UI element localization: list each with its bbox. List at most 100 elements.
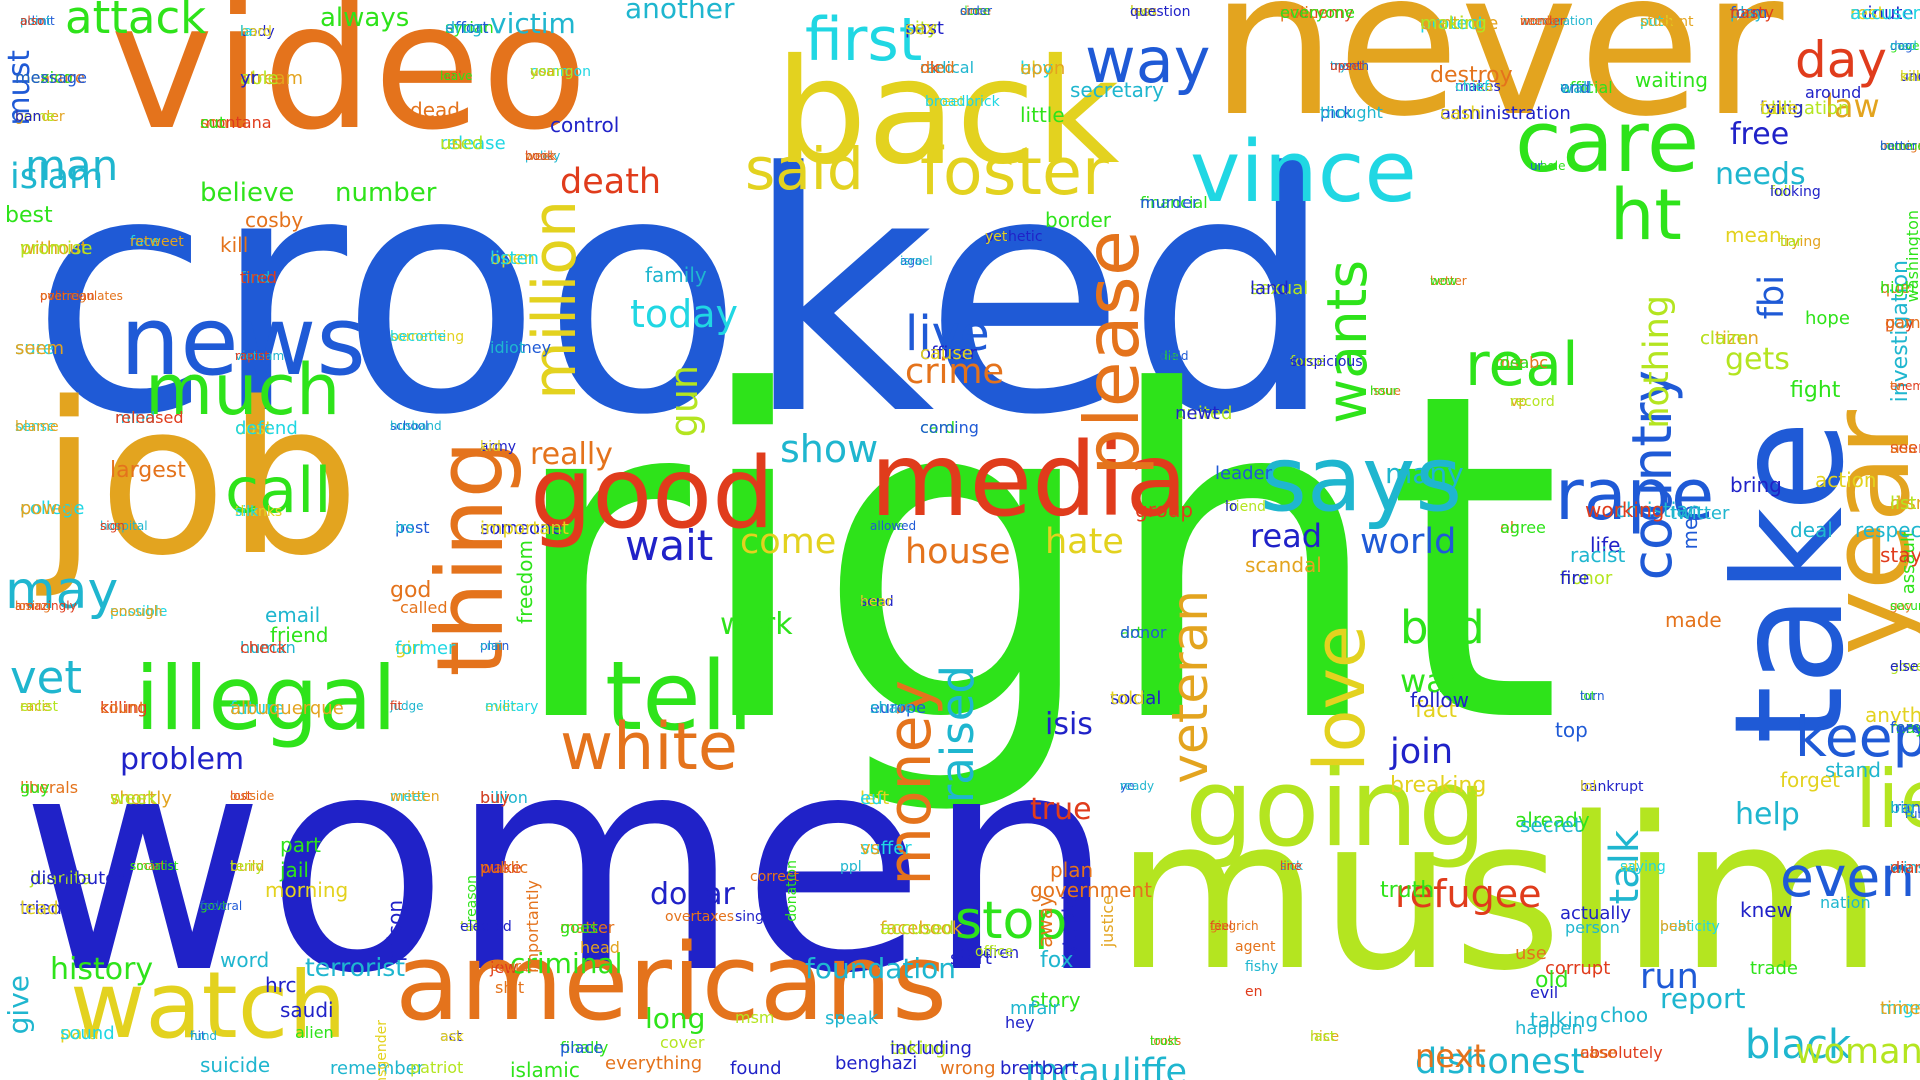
cloud-word: name xyxy=(870,519,905,533)
cloud-word: romney xyxy=(490,338,552,357)
cloud-word: nation xyxy=(1820,893,1871,912)
cloud-word: guy xyxy=(20,778,50,797)
cloud-word: secretary xyxy=(1070,78,1164,102)
cloud-word: count xyxy=(100,698,146,717)
cloud-word: released xyxy=(115,408,184,427)
cloud-word: federal xyxy=(200,899,243,913)
cloud-word: matter xyxy=(560,918,615,937)
cloud-word: hospital xyxy=(100,519,148,533)
cloud-word: news xyxy=(120,287,366,397)
cloud-word: sick xyxy=(1280,859,1304,873)
cloud-word: city xyxy=(905,18,938,39)
cloud-word: islam xyxy=(10,157,104,197)
cloud-word: month xyxy=(1330,59,1369,73)
cloud-word: give xyxy=(2,975,35,1035)
cloud-word: government xyxy=(1030,878,1152,902)
cloud-word: important xyxy=(480,518,569,539)
cloud-word: long xyxy=(645,1002,706,1035)
cloud-word: student xyxy=(1640,14,1694,30)
cloud-word: agent xyxy=(1235,939,1276,955)
cloud-word: body xyxy=(240,24,275,40)
cloud-word: rape xyxy=(1555,454,1715,536)
cloud-word: amazingly xyxy=(15,599,77,613)
cloud-word: form xyxy=(1730,3,1768,22)
cloud-word: war xyxy=(1400,662,1459,700)
cloud-word: else xyxy=(1890,659,1919,675)
cloud-word: fire xyxy=(1560,568,1590,589)
cloud-word: enemy xyxy=(1890,379,1920,393)
cloud-word: feel xyxy=(1210,919,1233,933)
cloud-word: radical xyxy=(920,58,975,77)
cloud-word: past xyxy=(905,18,944,39)
cloud-word: crime xyxy=(905,352,1004,392)
cloud-word: nothing xyxy=(1637,295,1677,429)
cloud-word: man xyxy=(25,141,119,190)
cloud-word: speak xyxy=(825,1008,879,1029)
cloud-word: suicide xyxy=(200,1053,271,1077)
cloud-word: build xyxy=(230,859,265,875)
cloud-word: work xyxy=(720,607,793,642)
cloud-word: irs xyxy=(395,518,415,537)
cloud-word: correct xyxy=(750,869,800,885)
cloud-word: human xyxy=(240,638,296,657)
cloud-word: immigration xyxy=(1520,14,1593,28)
cloud-word: vet xyxy=(10,651,82,704)
cloud-word: leader xyxy=(1215,463,1273,484)
cloud-word: cause xyxy=(920,343,973,364)
cloud-word: minute xyxy=(1850,3,1914,24)
cloud-word: please xyxy=(1068,230,1156,476)
cloud-word: show xyxy=(780,427,879,471)
cloud-word: report xyxy=(1660,982,1746,1015)
cloud-word: citizen xyxy=(1700,328,1759,349)
cloud-word: seen xyxy=(1890,438,1920,457)
cloud-word: ever xyxy=(485,699,517,715)
cloud-word: ht xyxy=(1610,174,1682,256)
cloud-word: ban xyxy=(15,109,42,125)
cloud-word: security xyxy=(1890,599,1920,613)
cloud-word: black xyxy=(1745,1022,1852,1068)
cloud-word: running xyxy=(1905,807,1920,821)
cloud-word: smart xyxy=(130,859,165,873)
cloud-word: killed xyxy=(1900,69,1920,85)
cloud-word: upon xyxy=(1020,58,1066,79)
cloud-word: listen xyxy=(490,248,539,269)
cloud-word: veteran xyxy=(1161,590,1219,784)
cloud-word: leave xyxy=(440,69,473,83)
cloud-word: jail xyxy=(280,858,309,882)
cloud-word: ready xyxy=(1120,779,1155,793)
cloud-word: anything xyxy=(1865,703,1920,727)
cloud-word: girl xyxy=(395,638,424,659)
cloud-word: saying xyxy=(1620,859,1666,875)
cloud-word: chief xyxy=(1455,79,1490,95)
cloud-word: life xyxy=(1590,533,1621,557)
cloud-word: send xyxy=(860,594,894,610)
cloud-word: army xyxy=(480,439,517,455)
cloud-word: case xyxy=(1580,1043,1617,1062)
cloud-word: ppl xyxy=(840,859,862,875)
cloud-word: tired xyxy=(240,268,277,287)
cloud-word: death xyxy=(560,162,662,202)
cloud-word: day xyxy=(1795,31,1887,89)
cloud-word: mr xyxy=(1010,998,1035,1019)
cloud-word: less xyxy=(1130,4,1158,20)
cloud-word: told xyxy=(1110,688,1145,709)
cloud-word: distributed xyxy=(30,868,128,889)
cloud-word: run xyxy=(1640,957,1699,997)
cloud-word: card xyxy=(920,418,956,437)
cloud-word: continue xyxy=(1420,13,1499,34)
cloud-word: someone xyxy=(480,518,563,539)
cloud-word: islamic xyxy=(510,1058,580,1080)
cloud-word: right xyxy=(505,298,1563,822)
cloud-word: defend xyxy=(235,418,298,439)
cloud-word: rest xyxy=(1850,3,1885,24)
cloud-word: ass xyxy=(1890,438,1917,457)
cloud-word: christian xyxy=(1615,498,1702,522)
cloud-word: course xyxy=(490,959,537,975)
cloud-word: wants xyxy=(1315,260,1379,424)
cloud-word: wall xyxy=(1560,78,1592,97)
cloud-word: believe xyxy=(200,178,295,208)
cloud-word: stand xyxy=(1825,758,1881,782)
cloud-word: hell xyxy=(440,69,462,83)
cloud-word: top xyxy=(1555,718,1588,742)
